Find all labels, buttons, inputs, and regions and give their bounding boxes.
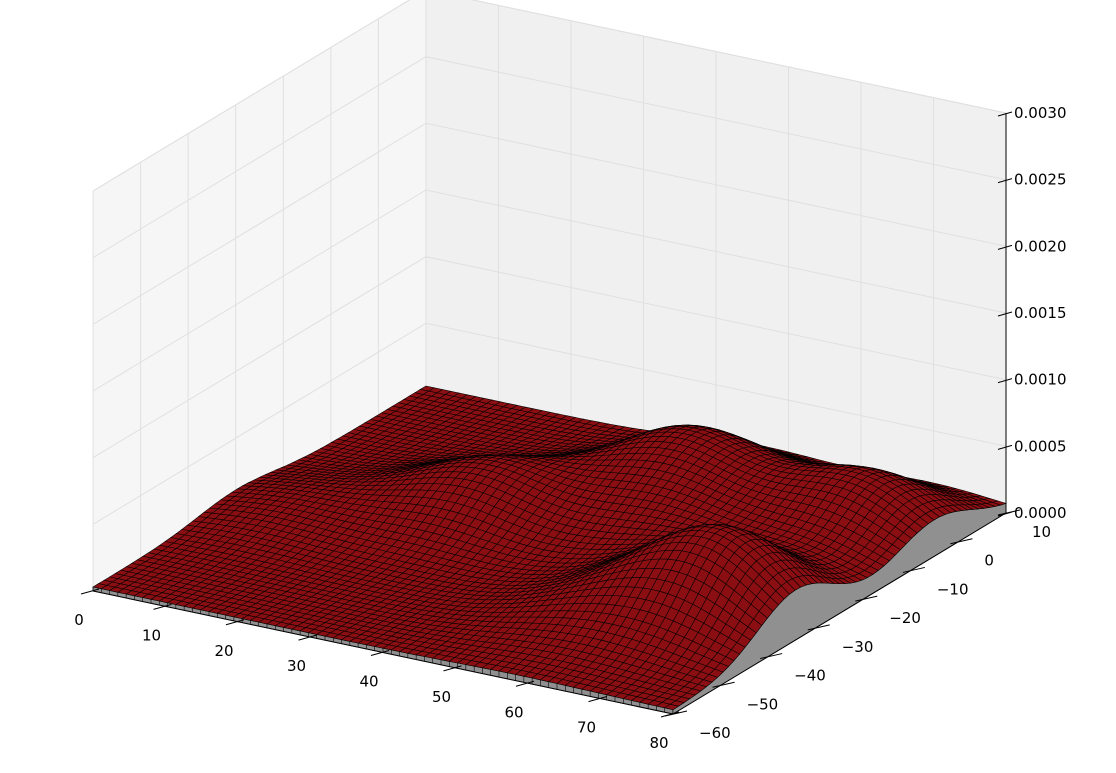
- x-tick-label: 10: [142, 626, 161, 644]
- x-tick-label: 20: [214, 642, 233, 660]
- x-tick-label: 80: [649, 734, 668, 752]
- x-tick-label: 50: [432, 688, 451, 706]
- z-tick-label: 0.0000: [1014, 504, 1067, 522]
- x-tick-label: 70: [577, 719, 596, 737]
- y-tick-label: −50: [747, 695, 779, 713]
- z-tick-label: 0.0030: [1014, 104, 1067, 122]
- z-tick-label: 0.0005: [1014, 437, 1067, 455]
- y-tick-label: −60: [699, 724, 731, 742]
- y-tick-label: −30: [842, 638, 874, 656]
- y-tick-label: 10: [1032, 523, 1051, 541]
- y-tick-label: −40: [794, 667, 826, 685]
- x-tick-label: 60: [504, 703, 523, 721]
- z-tick-label: 0.0020: [1014, 237, 1067, 255]
- z-tick-label: 0.0015: [1014, 304, 1067, 322]
- y-tick-label: −10: [937, 580, 969, 598]
- x-tick-label: 0: [74, 611, 84, 629]
- y-tick-label: −20: [889, 609, 921, 627]
- z-tick-label: 0.0025: [1014, 171, 1067, 189]
- x-tick-label: 40: [359, 673, 378, 691]
- y-tick-label: 0: [984, 552, 994, 570]
- z-tick-label: 0.0010: [1014, 371, 1067, 389]
- x-tick-label: 30: [287, 657, 306, 675]
